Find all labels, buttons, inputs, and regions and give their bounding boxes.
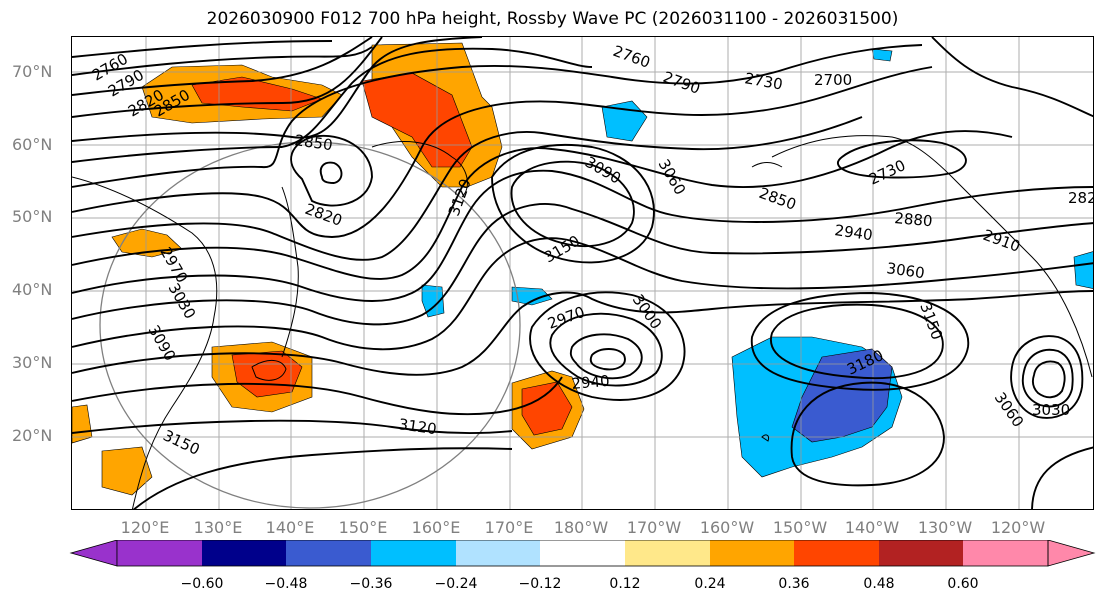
lon-label-160w: 160°W: [699, 518, 755, 537]
colorbar-tick: 0.48: [863, 576, 895, 592]
contour-label: 2970: [157, 244, 192, 286]
lon-label-150w: 150°W: [772, 518, 828, 537]
lon-label-170e: 170°E: [484, 518, 534, 537]
colorbar-tick: −0.48: [264, 576, 308, 592]
colorbar-segment: [625, 540, 710, 566]
contour-label: 2880: [894, 209, 934, 230]
colorbar-segment: [202, 540, 286, 566]
coastlines: [72, 135, 1093, 509]
colorbar-tick: 0.12: [609, 576, 641, 592]
lat-label-40n: 40°N: [12, 280, 53, 299]
colorbar: [69, 540, 1096, 567]
contour-label: 282: [1068, 189, 1094, 207]
colorbar-segment: [456, 540, 540, 566]
contour-label: 2730: [743, 69, 784, 93]
map-svg: 2760 2790 2820 2850 2760 2790 2730 2700 …: [72, 37, 1094, 509]
lon-label-140w: 140°W: [844, 518, 900, 537]
lat-label-60n: 60°N: [12, 135, 53, 154]
lon-label-160e: 160°E: [411, 518, 461, 537]
colorbar-segment: [117, 540, 202, 566]
contour-label: 2700: [814, 71, 852, 89]
anomaly-fill-layer: [72, 42, 1093, 496]
lon-label-150e: 150°E: [338, 518, 388, 537]
anomaly-positive-core: [361, 72, 473, 168]
anomaly-negative-region: [871, 48, 893, 62]
lon-label-120w: 120°W: [990, 518, 1046, 537]
lat-label-50n: 50°N: [12, 207, 53, 226]
anomaly-negative-region: [421, 284, 445, 318]
colorbar-segment: [286, 540, 371, 566]
colorbar-tick: −0.12: [518, 576, 562, 592]
lat-label-30n: 30°N: [12, 353, 53, 372]
lon-label-170w: 170°W: [626, 518, 682, 537]
colorbar-tick: −0.24: [434, 576, 478, 592]
map-panel: 2760 2790 2820 2850 2760 2790 2730 2700 …: [71, 36, 1094, 510]
contour-label: 3060: [655, 156, 690, 198]
lon-label-140e: 140°E: [265, 518, 315, 537]
graticule: [72, 37, 1093, 509]
contour-label: 2850: [293, 131, 333, 154]
colorbar-extend-max: [1047, 540, 1096, 567]
contour-label: 3150: [160, 426, 202, 458]
height-contours: [72, 37, 1093, 509]
lat-label-20n: 20°N: [12, 426, 53, 445]
colorbar-segment: [963, 540, 1048, 566]
colorbar-tick: −0.36: [349, 576, 393, 592]
contour-label: 3060: [885, 259, 925, 282]
contour-label: 2910: [981, 226, 1023, 256]
anomaly-negative-region: [1073, 251, 1093, 289]
lon-label-120e: 120°E: [120, 518, 170, 537]
contour-label: 2730: [866, 156, 908, 188]
contour-label: 2850: [757, 184, 799, 214]
contour-label: 3150: [916, 300, 946, 342]
colorbar-tick: 0.24: [694, 576, 726, 592]
contour-label: 3060: [991, 389, 1028, 431]
colorbar-tick: 0.36: [778, 576, 810, 592]
colorbar-segment: [540, 540, 625, 566]
contour-label: 2760: [611, 42, 653, 72]
contour-label: 2940: [833, 221, 873, 244]
colorbar-segment: [371, 540, 456, 566]
lat-label-70n: 70°N: [12, 62, 53, 81]
contour-label: 3030: [1032, 401, 1070, 419]
contour-label: 3120: [397, 415, 437, 438]
anomaly-positive-region: [101, 446, 153, 496]
lon-label-130e: 130°E: [193, 518, 243, 537]
contour-label: 2940: [571, 372, 611, 393]
colorbar-tick: −0.60: [180, 576, 224, 592]
map-title: 2026030900 F012 700 hPa height, Rossby W…: [206, 9, 899, 29]
colorbar-segment: [794, 540, 879, 566]
colorbar-extend-min: [69, 540, 118, 567]
lon-label-180w: 180°W: [553, 518, 609, 537]
contour-label: 3090: [145, 322, 180, 364]
lon-label-130w: 130°W: [917, 518, 973, 537]
colorbar-segment: [710, 540, 794, 566]
colorbar-segment: [879, 540, 963, 566]
radius-circle: [99, 141, 521, 509]
colorbar-tick: 0.60: [947, 576, 979, 592]
